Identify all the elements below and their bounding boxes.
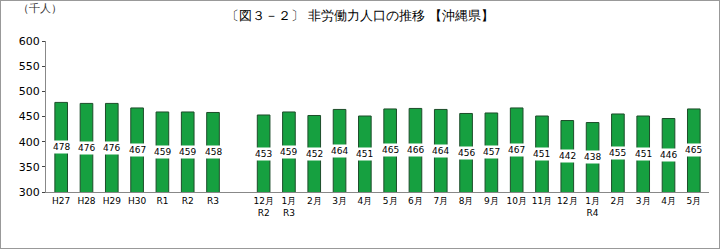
svg-text:1月R4: 1月R4 <box>585 196 600 218</box>
svg-text:〔図３－２〕 非労働力人口の推移 【沖縄県】: 〔図３－２〕 非労働力人口の推移 【沖縄県】 <box>226 8 494 23</box>
svg-text:442: 442 <box>559 151 576 161</box>
svg-text:500: 500 <box>19 85 40 98</box>
svg-text:R1: R1 <box>156 196 168 206</box>
svg-text:4月: 4月 <box>357 196 372 206</box>
svg-text:451: 451 <box>533 149 550 159</box>
svg-text:467: 467 <box>508 145 525 155</box>
svg-text:550: 550 <box>19 60 40 73</box>
svg-text:9月: 9月 <box>484 196 499 206</box>
svg-text:467: 467 <box>129 145 146 155</box>
svg-text:R2: R2 <box>182 196 194 206</box>
svg-text:12月R2: 12月R2 <box>253 196 273 218</box>
svg-text:300: 300 <box>19 186 40 199</box>
svg-text:464: 464 <box>331 146 348 156</box>
svg-text:459: 459 <box>280 147 297 157</box>
svg-text:600: 600 <box>19 35 40 48</box>
svg-text:452: 452 <box>306 149 323 159</box>
svg-text:3月: 3月 <box>636 196 651 206</box>
svg-text:H27: H27 <box>52 196 70 206</box>
svg-text:R3: R3 <box>207 196 219 206</box>
svg-text:457: 457 <box>483 147 500 157</box>
svg-text:8月: 8月 <box>459 196 474 206</box>
svg-text:476: 476 <box>103 143 120 153</box>
svg-text:H28: H28 <box>77 196 95 206</box>
svg-text:（千人）: （千人） <box>18 2 62 15</box>
svg-text:5月: 5月 <box>383 196 398 206</box>
svg-text:2月: 2月 <box>307 196 322 206</box>
svg-text:4月: 4月 <box>661 196 676 206</box>
svg-text:5月: 5月 <box>686 196 701 206</box>
svg-text:1月R3: 1月R3 <box>282 196 297 218</box>
svg-text:451: 451 <box>635 149 652 159</box>
svg-text:451: 451 <box>356 149 373 159</box>
svg-text:458: 458 <box>205 147 222 157</box>
svg-text:465: 465 <box>685 145 702 155</box>
svg-text:446: 446 <box>660 150 677 160</box>
svg-text:450: 450 <box>19 110 40 123</box>
svg-text:H29: H29 <box>103 196 121 206</box>
svg-text:459: 459 <box>179 147 196 157</box>
svg-text:438: 438 <box>584 152 601 162</box>
svg-text:455: 455 <box>609 148 626 158</box>
svg-text:2月: 2月 <box>611 196 626 206</box>
svg-text:453: 453 <box>255 149 272 159</box>
svg-text:466: 466 <box>407 145 424 155</box>
svg-text:11月: 11月 <box>532 196 552 206</box>
svg-text:350: 350 <box>19 161 40 174</box>
svg-text:464: 464 <box>432 146 449 156</box>
svg-text:3月: 3月 <box>332 196 347 206</box>
svg-text:456: 456 <box>458 148 475 158</box>
svg-text:459: 459 <box>154 147 171 157</box>
svg-text:478: 478 <box>53 142 70 152</box>
svg-text:476: 476 <box>78 143 95 153</box>
svg-text:12月: 12月 <box>557 196 577 206</box>
svg-text:H30: H30 <box>128 196 146 206</box>
svg-text:465: 465 <box>382 145 399 155</box>
svg-text:6月: 6月 <box>408 196 423 206</box>
svg-text:10月: 10月 <box>506 196 526 206</box>
svg-text:7月: 7月 <box>433 196 448 206</box>
svg-text:400: 400 <box>19 136 40 149</box>
